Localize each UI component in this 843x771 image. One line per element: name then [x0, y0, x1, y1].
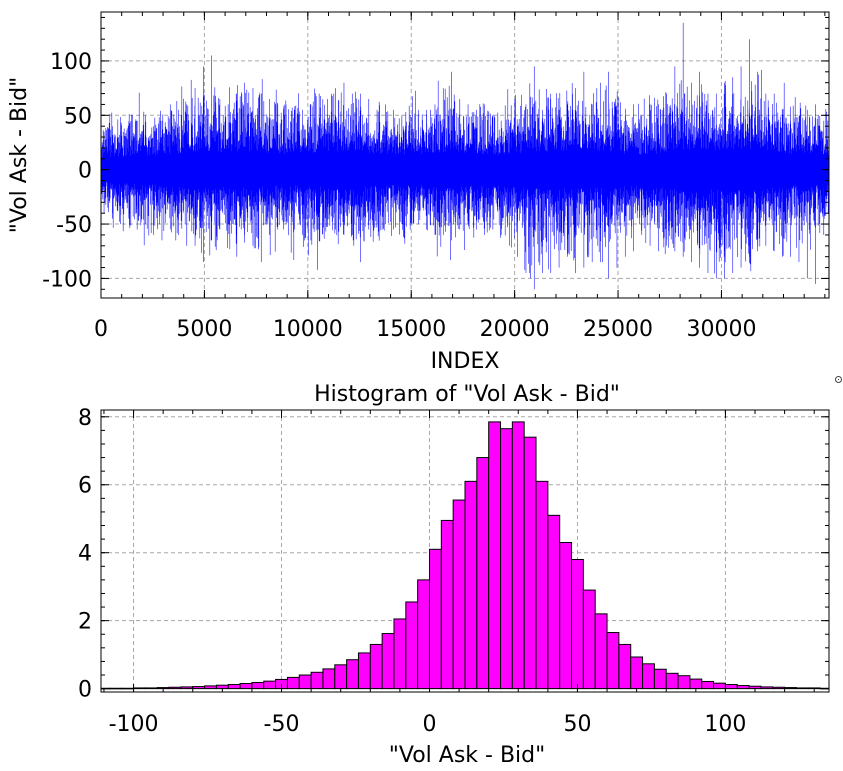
histogram-bar	[713, 682, 726, 690]
histogram-bar	[428, 548, 442, 690]
histogram-x-axis-label: "Vol Ask - Bid"	[389, 743, 546, 768]
histogram-bar	[227, 684, 241, 690]
timeseries-y-tick-label: 100	[50, 50, 92, 75]
histogram-bar	[760, 686, 774, 690]
histogram-bar	[322, 668, 336, 690]
histogram-frame-top	[100, 409, 830, 693]
histogram-bar	[606, 632, 620, 690]
histogram-bar	[476, 457, 490, 690]
plot-options-icon[interactable]	[835, 376, 842, 383]
histogram-bar	[357, 652, 371, 690]
histogram-bar	[511, 421, 525, 690]
histogram-bar	[180, 686, 194, 690]
histogram-bar	[630, 656, 644, 690]
timeseries-plot: 0 5000 10000 15000 20000 25000 30000 -100 -50 0 50…	[7, 11, 830, 374]
histogram-axes: -100 -50 0 50 100 0 2 4 6 8	[78, 406, 830, 737]
timeseries-y-axis-label: "Vol Ask - Bid"	[7, 77, 32, 234]
histogram-bar	[464, 480, 478, 690]
timeseries-y-tick-label: -100	[42, 267, 92, 292]
histogram-bar	[535, 480, 549, 690]
histogram-bar	[369, 643, 383, 690]
histogram-bar	[109, 687, 123, 690]
histogram-bar	[298, 674, 312, 690]
histogram-bar	[772, 686, 786, 690]
histogram-y-tick-label: 0	[78, 678, 92, 703]
histogram-x-tick-label: 100	[704, 712, 746, 737]
timeseries-x-tick-label: 25000	[583, 317, 653, 342]
histogram-bar	[701, 680, 715, 690]
timeseries-x-tick-label: 10000	[273, 317, 343, 342]
histogram-bar	[133, 687, 146, 690]
histogram-bar	[239, 683, 253, 690]
histogram-bar	[381, 633, 395, 690]
timeseries-y-tick-label: -50	[56, 213, 92, 238]
histogram-bar	[677, 675, 691, 690]
histogram-bar	[665, 672, 679, 690]
histogram-y-tick-label: 4	[78, 542, 92, 567]
histogram-x-tick-label: -100	[109, 712, 159, 737]
histogram-y-tick-label: 8	[78, 406, 92, 431]
histogram-bar	[393, 618, 407, 690]
histogram-bar	[500, 428, 513, 690]
histogram-bar	[784, 687, 797, 690]
histogram-x-tick-label: 0	[422, 712, 436, 737]
timeseries-frame-top	[100, 11, 830, 299]
histogram-bar	[334, 664, 348, 690]
histogram-bar	[594, 613, 608, 690]
timeseries-y-tick-label: 50	[64, 104, 92, 129]
histogram-bar	[582, 589, 596, 690]
histogram-bar	[405, 601, 419, 690]
histogram-bar	[204, 685, 217, 690]
histogram-bar	[440, 519, 454, 690]
histogram-bar	[168, 686, 182, 690]
timeseries-x-tick-label: 0	[94, 317, 108, 342]
histogram-title: Histogram of "Vol Ask - Bid"	[314, 382, 620, 407]
timeseries-y-tick-label: 0	[78, 159, 92, 184]
histogram-bar	[144, 687, 158, 690]
histogram-plot: Histogram of "Vol Ask - Bid" -100 -50 0 50 1…	[78, 382, 830, 768]
histogram-bar	[736, 685, 750, 690]
histogram-y-tick-label: 2	[78, 610, 92, 635]
timeseries-x-tick-label: 5000	[176, 317, 232, 342]
histogram-bar	[286, 676, 300, 690]
histogram-bar	[310, 671, 324, 690]
timeseries-x-tick-label: 15000	[376, 317, 446, 342]
timeseries-x-axis-label: INDEX	[431, 349, 500, 374]
histogram-bar	[547, 514, 561, 690]
histogram-bar	[263, 680, 277, 690]
histogram-bar	[689, 678, 703, 690]
timeseries-x-tick-label: 20000	[480, 317, 550, 342]
histogram-bar	[121, 687, 135, 690]
histogram-bar	[251, 681, 265, 690]
histogram-bar	[571, 558, 584, 690]
histogram-bar	[417, 579, 430, 690]
histogram-bar	[642, 663, 655, 690]
histogram-bar	[192, 686, 206, 690]
timeseries-x-tick-label: 30000	[686, 317, 756, 342]
timeseries-axes: 0 5000 10000 15000 20000 25000 30000 -100 -50 0 50…	[42, 11, 830, 342]
histogram-bar	[452, 499, 466, 690]
histogram-bar	[488, 421, 502, 690]
histogram-bar	[346, 659, 359, 690]
histogram-bar	[653, 668, 667, 690]
histogram-bars	[100, 421, 830, 690]
histogram-bar	[559, 542, 573, 690]
histogram-bar	[795, 687, 809, 690]
histogram-x-tick-label: -50	[264, 712, 300, 737]
histogram-bar	[618, 643, 632, 690]
histogram-bar	[724, 684, 738, 690]
histogram-x-tick-label: 50	[563, 712, 591, 737]
histogram-bar	[523, 436, 537, 690]
histogram-y-tick-label: 6	[78, 474, 92, 499]
